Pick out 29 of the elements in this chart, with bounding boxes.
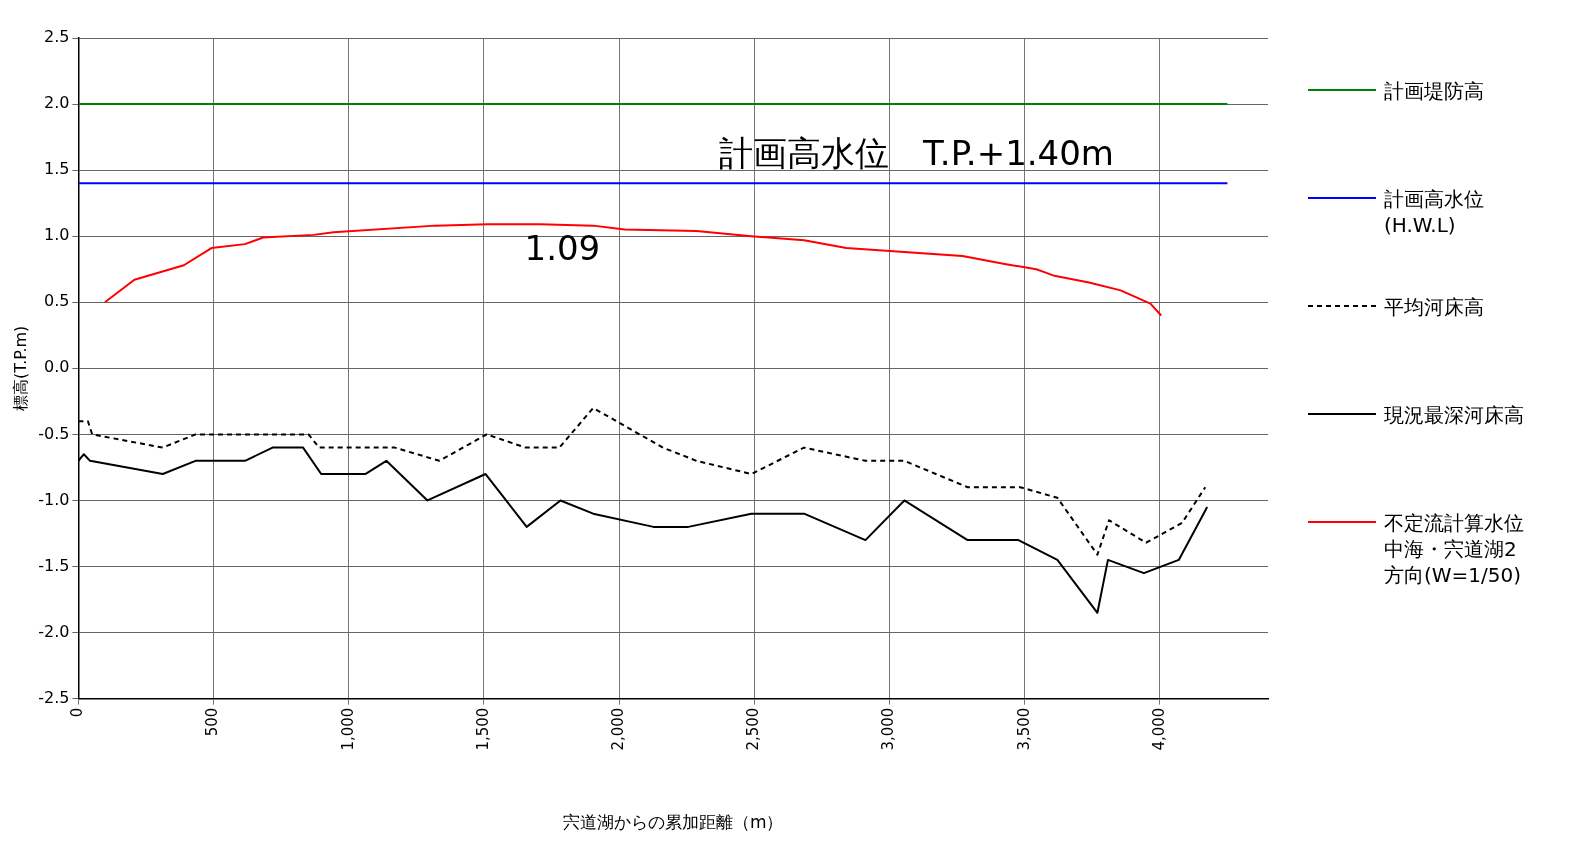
- y-tick-label: 2.5: [43, 27, 70, 47]
- y-axis-title: 標高(T.P.m): [10, 325, 30, 411]
- x-tick-label: 500: [203, 707, 222, 737]
- x-axis-title: 宍道湖からの累加距離（m）: [562, 812, 784, 833]
- y-tick-label: -1.0: [38, 489, 70, 509]
- y-tick-label: 1.0: [43, 225, 70, 245]
- y-tick-label: -0.5: [38, 423, 70, 443]
- legend-label: 現況最深河床高: [1384, 402, 1525, 428]
- y-tick-label: -2.5: [38, 687, 70, 707]
- x-tick-label: 1,500: [473, 707, 492, 751]
- x-tick-label: 3,000: [879, 707, 898, 751]
- annotation: 計画高水位 T.P.+1.40m: [719, 133, 1114, 174]
- x-tick-label: 3,500: [1014, 707, 1033, 751]
- x-tick-label: 4,000: [1149, 707, 1168, 751]
- legend-label: 不定流計算水位中海・宍道湖2方向(W=1/50): [1384, 510, 1525, 588]
- annotation: 1.09: [524, 228, 601, 269]
- y-tick-label: 0.0: [43, 357, 70, 377]
- x-tick-label: 2,500: [744, 707, 763, 751]
- y-tick-label: 2.0: [43, 93, 70, 113]
- y-tick-label: 0.5: [43, 291, 70, 311]
- y-tick-label: -2.0: [38, 621, 70, 641]
- x-tick-label: 2,000: [609, 707, 628, 751]
- y-tick-label: -1.5: [38, 555, 70, 575]
- legend-label: 計画堤防高: [1384, 78, 1485, 104]
- x-tick-label: 0: [68, 707, 87, 718]
- legend-label: 計画高水位(H.W.L): [1384, 186, 1485, 238]
- y-tick-label: 1.5: [43, 159, 70, 179]
- x-tick-label: 1,000: [338, 707, 357, 751]
- legend-label: 平均河床高: [1384, 294, 1485, 320]
